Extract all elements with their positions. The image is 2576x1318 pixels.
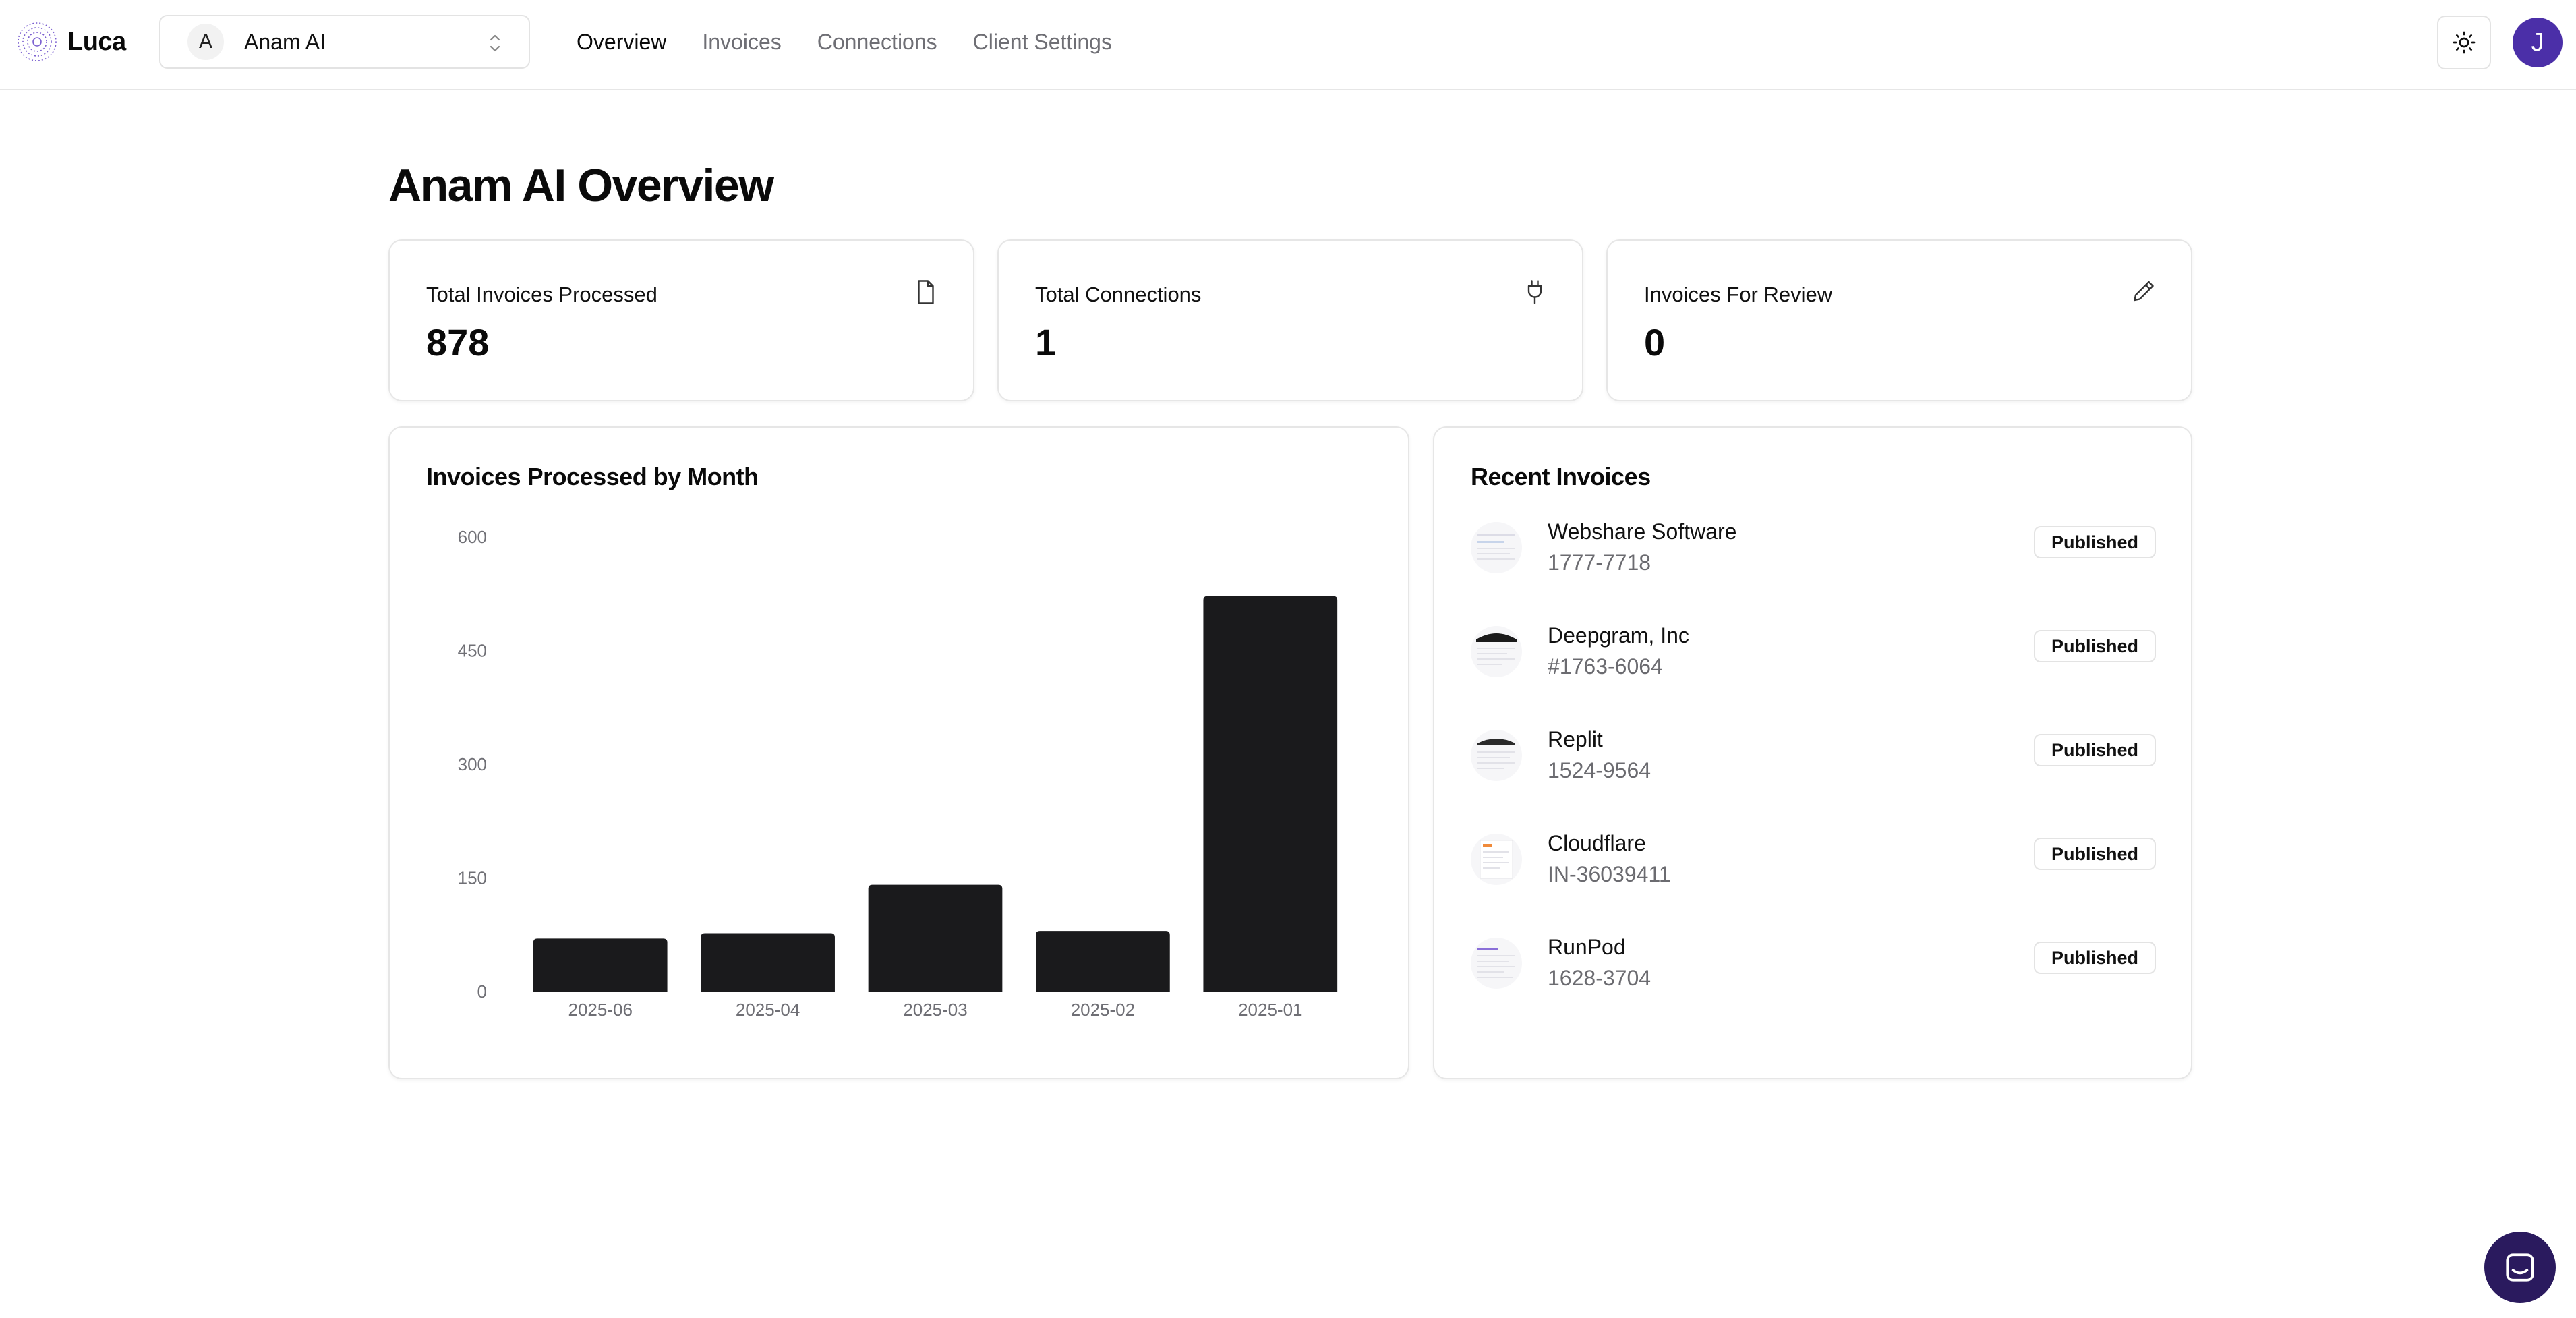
stat-value: 878 <box>426 321 490 364</box>
invoice-thumbnail <box>1471 730 1522 781</box>
sun-icon <box>2453 31 2476 54</box>
luca-logo-icon <box>18 22 57 61</box>
invoice-row[interactable]: Cloudflare IN-36039411 Published <box>1471 827 2156 901</box>
stat-label: Total Invoices Processed <box>426 283 657 306</box>
support-chat-button[interactable] <box>2484 1232 2556 1303</box>
chart-bar[interactable] <box>868 884 1003 992</box>
y-tick-label: 0 <box>477 981 487 1002</box>
org-name: Anam AI <box>244 29 326 54</box>
bar-chart: 0 150 300 450 600 2025-06 2025-04 2025-03 2025-0… <box>458 527 1338 1020</box>
chevron-up-down-icon <box>490 34 500 52</box>
plug-icon <box>1527 280 1542 304</box>
y-tick-label: 300 <box>458 754 487 774</box>
invoice-thumbnail <box>1471 522 1522 573</box>
top-navbar: Luca A Anam AI Overview Invoices Connect… <box>0 0 2576 90</box>
user-avatar[interactable]: J <box>2513 18 2563 67</box>
app-name: Luca <box>67 27 126 56</box>
chat-icon <box>2506 1253 2534 1282</box>
stat-card-total-invoices: Total Invoices Processed 878 <box>388 239 974 401</box>
status-badge: Published <box>2033 734 2156 766</box>
chart-bar[interactable] <box>533 938 668 992</box>
x-tick-label: 2025-02 <box>1071 1000 1135 1020</box>
stat-card-invoices-for-review: Invoices For Review 0 <box>1606 239 2192 401</box>
org-selector[interactable]: A Anam AI <box>159 15 530 69</box>
x-tick-label: 2025-03 <box>903 1000 967 1020</box>
nav-overview[interactable]: Overview <box>577 29 667 54</box>
invoice-row[interactable]: Webshare Software 1777-7718 Published <box>1471 515 2156 590</box>
status-badge: Published <box>2033 526 2156 558</box>
invoice-thumbnail <box>1471 938 1522 989</box>
invoice-number: IN-36039411 <box>1548 862 1671 886</box>
stat-label: Total Connections <box>1035 283 1202 306</box>
nav-connections[interactable]: Connections <box>817 29 937 54</box>
file-icon <box>918 280 934 304</box>
invoice-thumbnail <box>1471 626 1522 677</box>
stat-label: Invoices For Review <box>1644 283 1833 306</box>
y-tick-label: 450 <box>458 641 487 661</box>
main-nav: Overview Invoices Connections Client Set… <box>577 0 1148 84</box>
invoice-vendor: Replit <box>1548 727 1603 751</box>
org-avatar: A <box>187 24 224 60</box>
invoice-vendor: Cloudflare <box>1548 831 1646 855</box>
invoice-vendor: Deepgram, Inc <box>1548 623 1689 648</box>
invoice-row[interactable]: Deepgram, Inc #1763-6064 Published <box>1471 619 2156 693</box>
recent-invoices-title: Recent Invoices <box>1471 463 1651 490</box>
y-tick-label: 150 <box>458 868 487 888</box>
theme-toggle-button[interactable] <box>2437 16 2491 69</box>
invoice-row[interactable]: Replit 1524-9564 Published <box>1471 723 2156 797</box>
chart-card: Invoices Processed by Month 0 150 300 450 60… <box>388 426 1409 1079</box>
invoice-thumbnail <box>1471 834 1522 885</box>
invoice-row[interactable]: RunPod 1628-3704 Published <box>1471 931 2156 1005</box>
invoice-vendor: Webshare Software <box>1548 519 1737 544</box>
invoice-number: 1524-9564 <box>1548 758 1651 782</box>
chart-bar[interactable] <box>701 933 835 992</box>
chart-title: Invoices Processed by Month <box>426 463 759 490</box>
brand[interactable]: Luca <box>16 20 126 63</box>
status-badge: Published <box>2033 630 2156 662</box>
nav-invoices[interactable]: Invoices <box>702 29 782 54</box>
nav-client-settings[interactable]: Client Settings <box>972 29 1112 54</box>
invoice-number: 1628-3704 <box>1548 966 1651 990</box>
stat-card-total-connections: Total Connections 1 <box>997 239 1583 401</box>
page-title: Anam AI Overview <box>388 160 774 211</box>
pencil-icon <box>2134 281 2154 302</box>
stat-value: 0 <box>1644 321 1666 364</box>
invoice-number: 1777-7718 <box>1548 550 1651 575</box>
chart-bar[interactable] <box>1203 596 1338 992</box>
chart-bar[interactable] <box>1036 931 1170 992</box>
status-badge: Published <box>2033 942 2156 974</box>
y-tick-label: 600 <box>458 527 487 547</box>
x-tick-label: 2025-06 <box>568 1000 632 1020</box>
status-badge: Published <box>2033 838 2156 870</box>
stat-value: 1 <box>1035 321 1057 364</box>
invoice-vendor: RunPod <box>1548 935 1626 959</box>
x-tick-label: 2025-04 <box>736 1000 800 1020</box>
recent-invoices-card: Recent Invoices Webshare Software 1777-7… <box>1433 426 2192 1079</box>
invoice-number: #1763-6064 <box>1548 654 1663 679</box>
x-tick-label: 2025-01 <box>1238 1000 1302 1020</box>
